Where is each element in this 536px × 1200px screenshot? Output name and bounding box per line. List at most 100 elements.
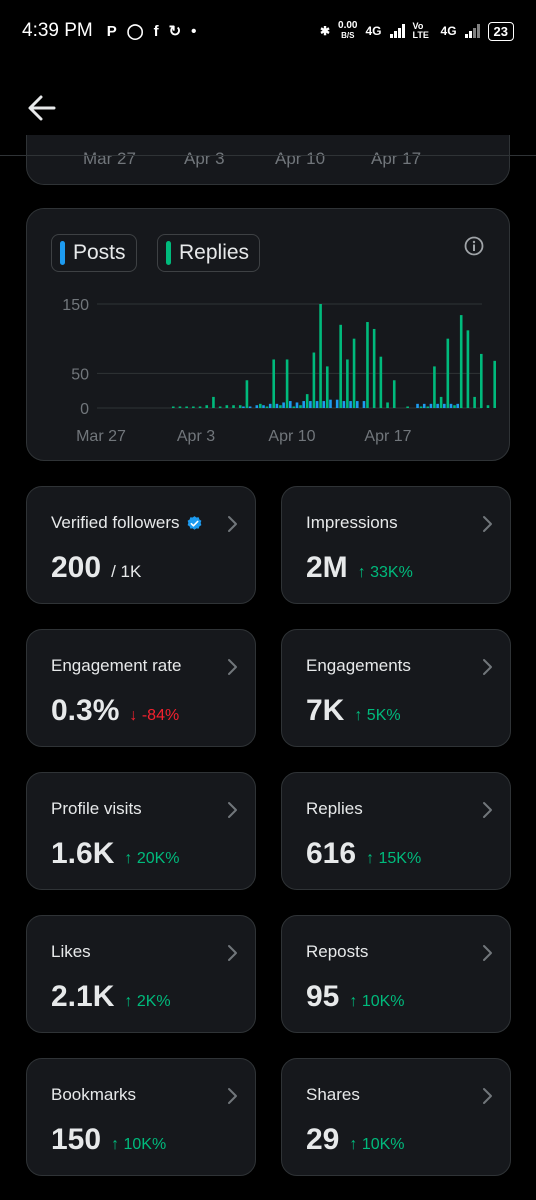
sync-icon: ↻: [168, 23, 182, 40]
back-arrow-icon[interactable]: [26, 92, 58, 124]
status-bar: 4:39 PM P ◯ f ↻ • ✱ 0.00 B/S 4G Vo LTE 4…: [0, 0, 536, 62]
posts-bar: [449, 403, 453, 408]
replies-bar: [392, 380, 396, 408]
net-speed: 0.00 B/S: [338, 21, 357, 41]
posts-bar: [349, 401, 352, 408]
posts-bar: [355, 401, 359, 408]
metric-label: Replies: [306, 799, 363, 819]
metric-tile-replies[interactable]: Replies 616 ↑ 15K%: [281, 772, 511, 890]
metric-label: Profile visits: [51, 799, 142, 819]
metric-value-row: 29 ↑ 10K%: [306, 1123, 405, 1157]
x-tick-label: Apr 10: [268, 428, 315, 445]
replies-swatch: [166, 241, 171, 265]
replies-bar: [265, 406, 269, 408]
metric-goal: / 1K: [111, 562, 142, 581]
legend-replies-label: Replies: [179, 241, 250, 264]
replies-bar: [493, 360, 496, 408]
metric-value-row: 2.1K ↑ 2K%: [51, 980, 171, 1014]
posts-swatch: [60, 241, 65, 265]
metric-change: ↑ 20K%: [124, 850, 180, 867]
replies-bar: [259, 403, 262, 408]
chevron-right-icon: [228, 802, 237, 818]
bar-chart: 150 50 0 Mar 27 Apr 3 Apr 10 Apr 17: [62, 297, 496, 445]
legend-replies-chip[interactable]: Replies: [157, 234, 261, 272]
facebook-icon: f: [153, 22, 159, 40]
metric-label: Reposts: [306, 942, 368, 962]
metric-change: ↑ 10K%: [349, 993, 405, 1010]
metric-value-row: 1.6K ↑ 20K%: [51, 837, 180, 871]
bluetooth-icon: ✱: [319, 24, 331, 38]
legend-posts-label: Posts: [73, 241, 126, 264]
metric-tile-profile-visits[interactable]: Profile visits 1.6K ↑ 20K%: [26, 772, 256, 890]
replies-bar: [439, 396, 443, 408]
x-tick-label: Mar 27: [76, 428, 126, 445]
metric-value: 2.1K: [51, 980, 115, 1013]
replies-bar: [453, 405, 456, 408]
replies-bar: [279, 405, 282, 408]
posts-bar: [335, 399, 339, 408]
status-left: 4:39 PM P ◯ f ↻ •: [22, 20, 196, 42]
posts-bar: [443, 403, 446, 408]
metric-tile-likes[interactable]: Likes 2.1K ↑ 2K%: [26, 915, 256, 1033]
battery-icon: 23: [487, 21, 514, 41]
network-2-label: 4G: [440, 24, 457, 38]
posts-bar: [429, 403, 433, 408]
replies-bar: [459, 315, 463, 408]
metric-value: 1.6K: [51, 837, 115, 870]
posts-bar: [289, 401, 292, 408]
replies-bar: [346, 359, 349, 408]
posts-bar: [362, 401, 366, 408]
replies-bar: [426, 406, 430, 408]
posts-bar: [416, 403, 419, 408]
chevron-right-icon: [228, 945, 237, 961]
posts-bar: [275, 403, 279, 408]
posts-bar: [315, 401, 319, 408]
y-tick-label: 0: [80, 401, 89, 418]
replies-bar: [192, 406, 195, 408]
previous-chart-card: Mar 27 Apr 3 Apr 10 Apr 17: [26, 135, 510, 185]
metric-tile-engagements[interactable]: Engagements 7K ↑ 5K%: [281, 629, 511, 747]
replies-bar: [366, 322, 369, 408]
prev-x-tick: Mar 27: [83, 149, 136, 168]
replies-bar: [245, 380, 249, 408]
metric-tile-reposts[interactable]: Reposts 95 ↑ 10K%: [281, 915, 511, 1033]
metric-tile-verified-followers[interactable]: Verified followers 200 / 1K: [26, 486, 256, 604]
metric-change: ↓ -84%: [129, 707, 180, 724]
x-tick-label: Apr 17: [364, 428, 411, 445]
metric-tile-shares[interactable]: Shares 29 ↑ 10K%: [281, 1058, 511, 1176]
metric-change: ↑ 2K%: [124, 993, 171, 1010]
metric-tile-engagement-rate[interactable]: Engagement rate 0.3% ↓ -84%: [26, 629, 256, 747]
posts-bar: [342, 401, 346, 408]
metric-value-row: 150 ↑ 10K%: [51, 1123, 166, 1157]
metric-tile-bookmarks[interactable]: Bookmarks 150 ↑ 10K%: [26, 1058, 256, 1176]
posts-bar: [242, 406, 245, 408]
status-right: ✱ 0.00 B/S 4G Vo LTE 4G 23: [320, 21, 514, 41]
legend-posts-chip[interactable]: Posts: [51, 234, 137, 272]
metric-label-text: Profile visits: [51, 799, 142, 818]
y-tick-label: 50: [71, 366, 89, 383]
metric-tile-impressions[interactable]: Impressions 2M ↑ 33K%: [281, 486, 511, 604]
metric-label-text: Impressions: [306, 513, 398, 532]
p-app-icon: P: [106, 22, 117, 40]
metric-value: 95: [306, 980, 340, 1013]
replies-bar: [198, 406, 202, 408]
prev-x-tick: Apr 10: [275, 149, 326, 168]
replies-bar: [473, 396, 476, 408]
replies-bar: [232, 405, 235, 408]
replies-bar: [379, 356, 383, 408]
prev-x-tick: Apr 3: [184, 149, 225, 168]
metric-change: ↑ 5K%: [354, 707, 401, 724]
posts-bar: [282, 402, 285, 408]
metric-change: ↑ 15K%: [366, 850, 422, 867]
posts-bar: [422, 403, 426, 408]
metric-label-text: Verified followers: [51, 513, 180, 532]
replies-bar: [171, 406, 175, 408]
replies-bar: [480, 353, 483, 408]
header-divider: [0, 155, 536, 156]
info-icon[interactable]: [463, 235, 485, 257]
chevron-right-icon: [228, 659, 237, 675]
volte-label: Vo LTE: [412, 21, 429, 40]
metric-value-row: 616 ↑ 15K%: [306, 837, 421, 871]
replies-bar: [466, 330, 470, 408]
posts-bar: [262, 405, 265, 408]
